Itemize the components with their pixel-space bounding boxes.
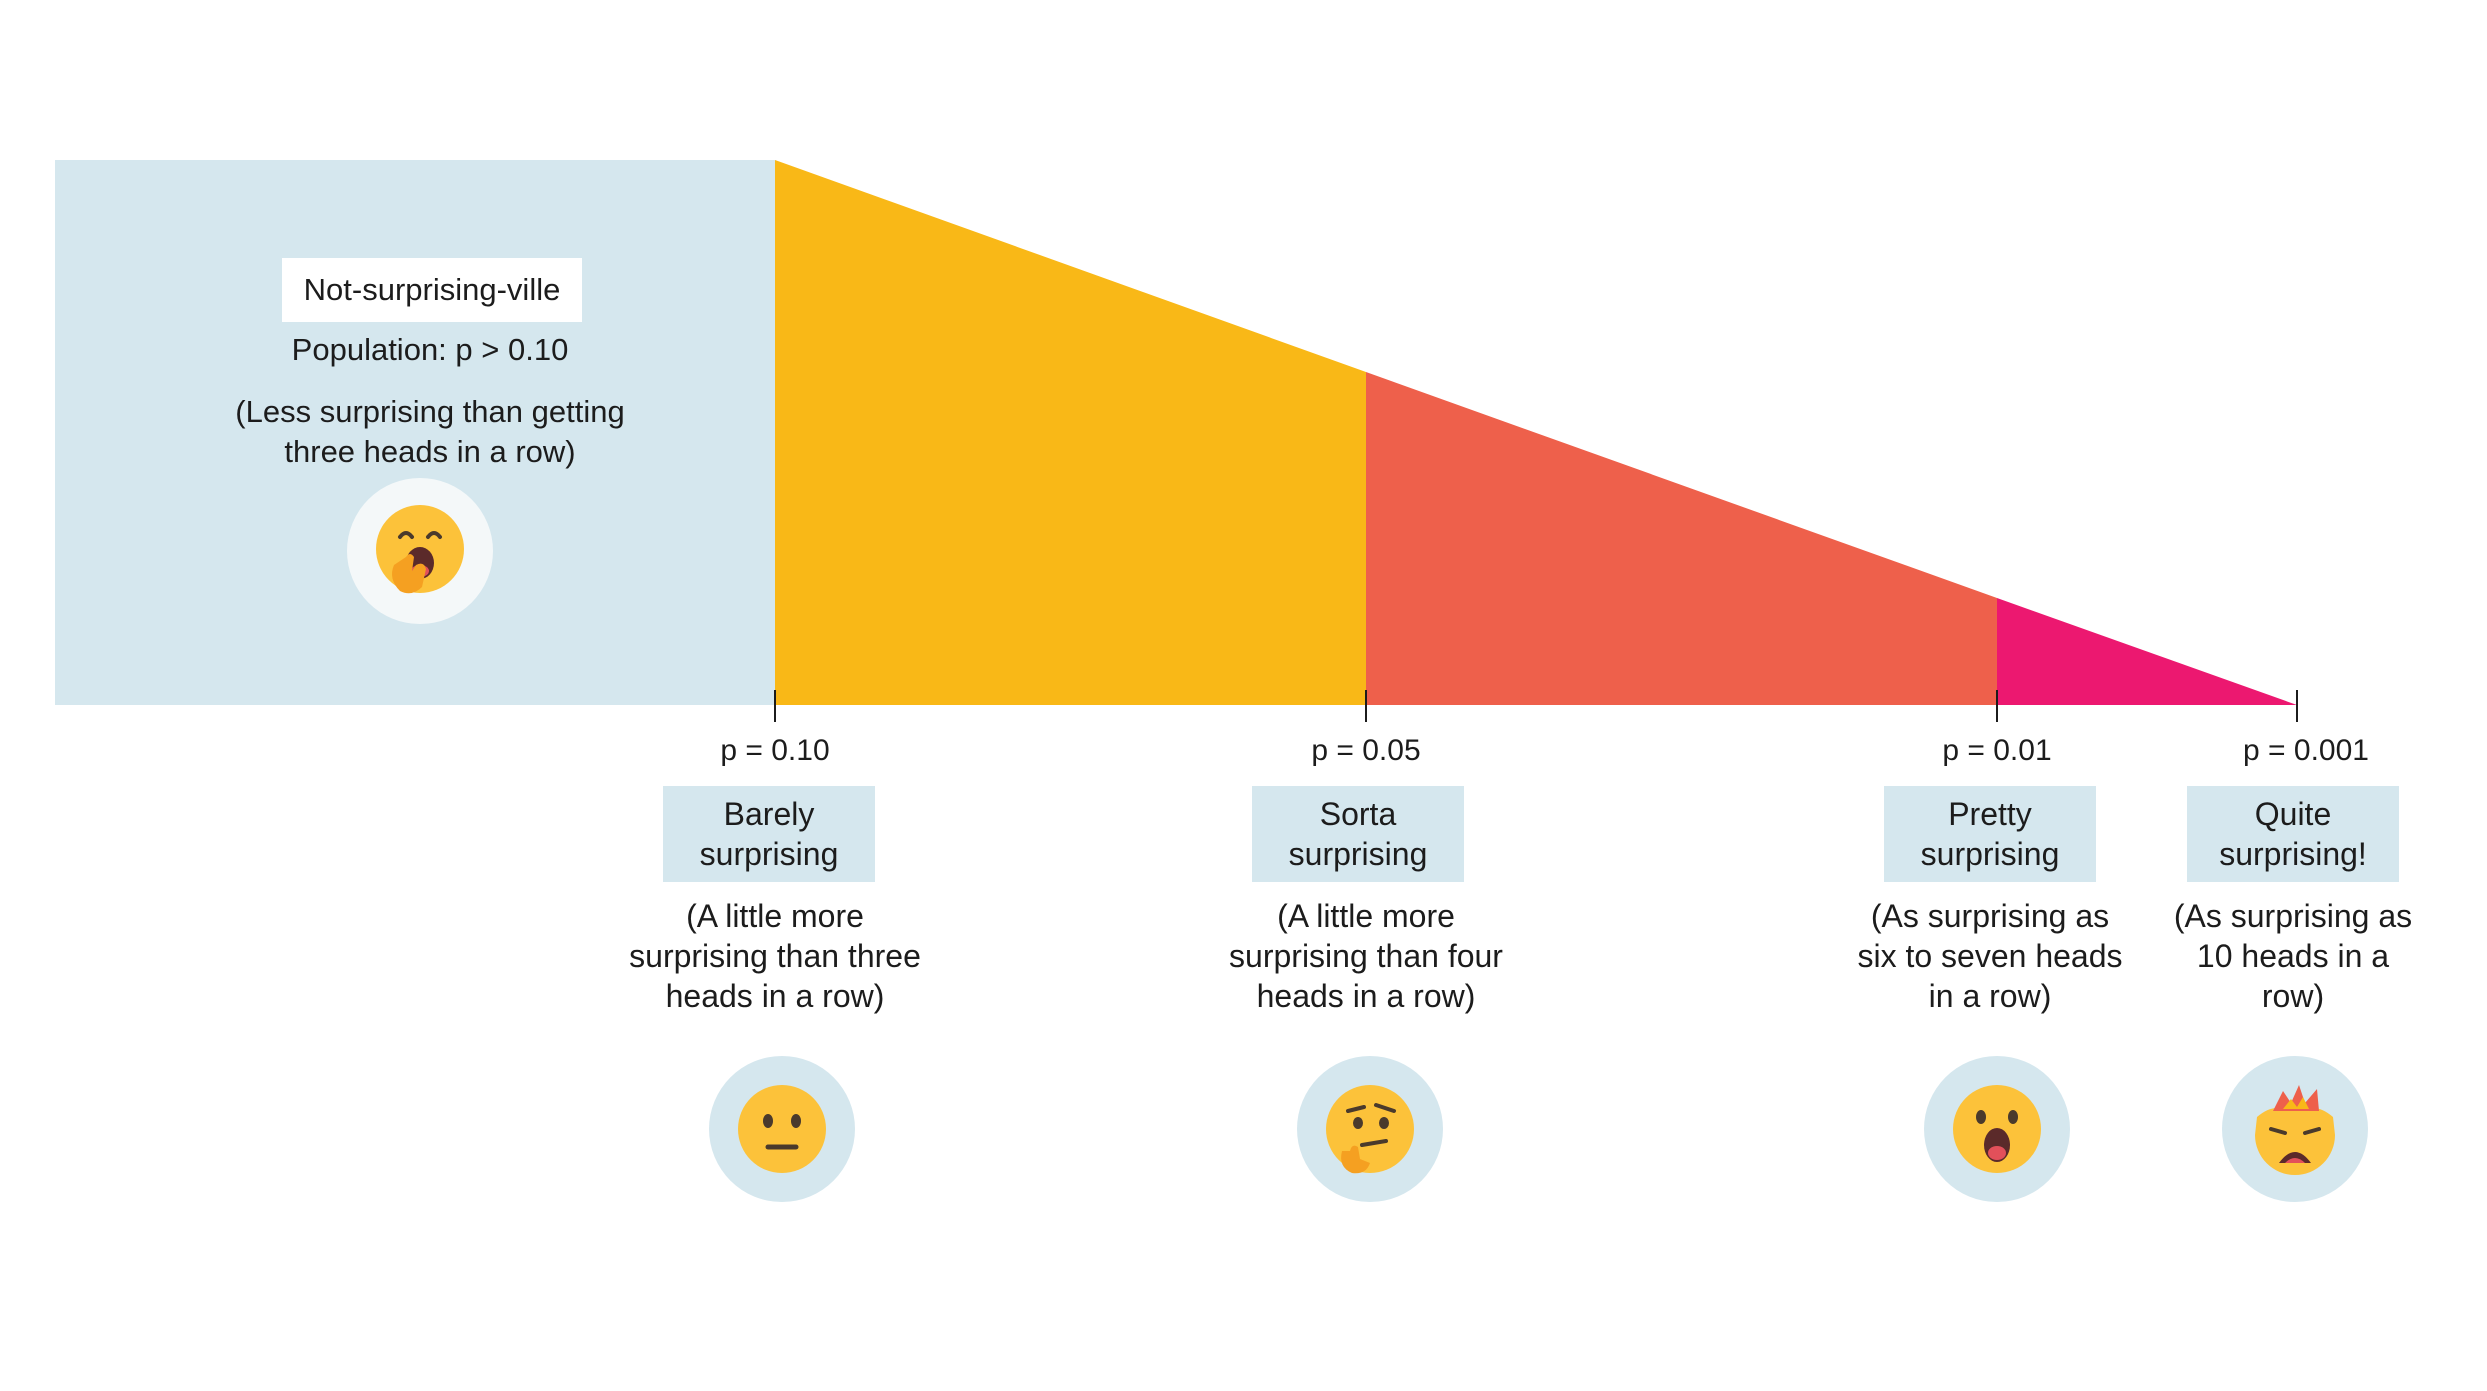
category-description: (A little more surprising than three hea… <box>629 898 921 1014</box>
exploding-head-icon <box>2222 1056 2368 1202</box>
category-badge: Quite surprising! <box>2187 786 2399 882</box>
pretty-surprising-band <box>1997 598 2297 705</box>
barely-surprising-band <box>775 160 1366 705</box>
neutral-face-icon <box>709 1056 855 1202</box>
threshold-label: p = 0.001 <box>2243 734 2369 767</box>
category-description: (A little more surprising than four head… <box>1229 898 1503 1014</box>
astonished-face-icon <box>1924 1056 2070 1202</box>
region-population: Population: p > 0.10 <box>291 332 569 367</box>
threshold-label: p = 0.05 <box>1311 734 1421 767</box>
sorta-surprising-band <box>1366 372 1997 705</box>
region-title: Not-surprising-ville <box>282 258 582 322</box>
category-badge-label: Sorta surprising <box>1288 796 1428 872</box>
category-badge: Sorta surprising <box>1252 786 1464 882</box>
region-description: (Less surprising than getting three head… <box>235 394 625 469</box>
category-badge: Barely surprising <box>663 786 875 882</box>
category-description: (As surprising as six to seven heads in … <box>1857 898 2123 1014</box>
threshold-label: p = 0.10 <box>720 734 830 767</box>
category-badge-label: Pretty surprising <box>1920 796 2060 872</box>
threshold-label: p = 0.01 <box>1942 734 2052 767</box>
category-badge-label: Quite surprising! <box>2219 796 2367 872</box>
category-description: (As surprising as 10 heads in a row) <box>2173 898 2413 1014</box>
thinking-face-icon <box>1297 1056 1443 1202</box>
yawning-face-icon <box>347 478 493 624</box>
category-badge: Pretty surprising <box>1884 786 2096 882</box>
category-badge-label: Barely surprising <box>699 796 839 872</box>
